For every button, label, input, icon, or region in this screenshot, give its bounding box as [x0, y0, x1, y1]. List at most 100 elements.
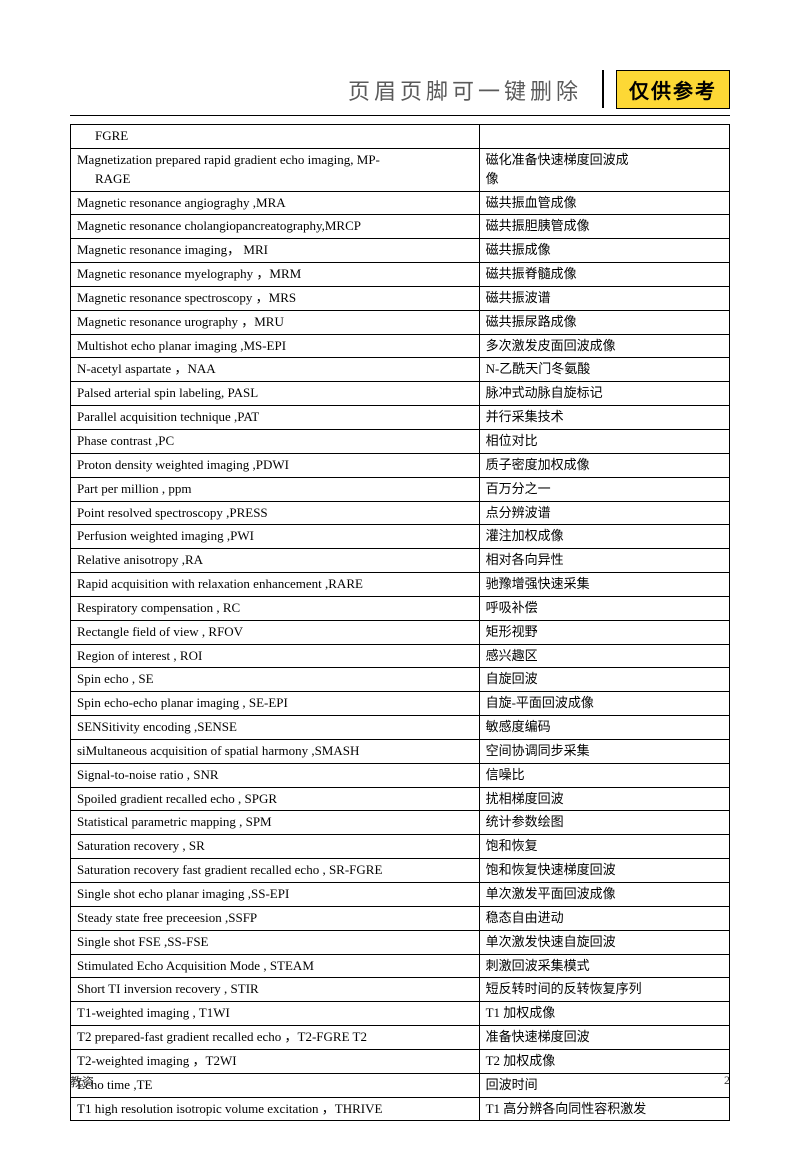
term-chinese: 刺激回波采集模式: [479, 954, 729, 978]
term-chinese: 稳态自由进动: [479, 906, 729, 930]
table-row: Steady state free preceesion ,SSFP稳态自由进动: [71, 906, 730, 930]
table-row: Magnetization prepared rapid gradient ec…: [71, 148, 730, 191]
term-english: Steady state free preceesion ,SSFP: [71, 906, 480, 930]
term-english: Perfusion weighted imaging ,PWI: [71, 525, 480, 549]
term-chinese: 自旋回波: [479, 668, 729, 692]
term-english: Rapid acquisition with relaxation enhanc…: [71, 573, 480, 597]
table-row: Point resolved spectroscopy ,PRESS点分辨波谱: [71, 501, 730, 525]
term-chinese: 相位对比: [479, 429, 729, 453]
term-english: Statistical parametric mapping , SPM: [71, 811, 480, 835]
term-chinese: 磁共振波谱: [479, 286, 729, 310]
term-chinese: 单次激发平面回波成像: [479, 883, 729, 907]
term-chinese: 矩形视野: [479, 620, 729, 644]
term-chinese: T1 加权成像: [479, 1002, 729, 1026]
term-chinese: 饱和恢复快速梯度回波: [479, 859, 729, 883]
term-chinese: T1 高分辨各向同性容积激发: [479, 1097, 729, 1121]
table-row: Single shot echo planar imaging ,SS-EPI单…: [71, 883, 730, 907]
term-english: N-acetyl aspartate ，NAA: [71, 358, 480, 382]
term-chinese: 脉冲式动脉自旋标记: [479, 382, 729, 406]
term-chinese: 统计参数绘图: [479, 811, 729, 835]
term-english: T2 prepared-fast gradient recalled echo …: [71, 1026, 480, 1050]
table-row: Relative anisotropy ,RA相对各向异性: [71, 549, 730, 573]
term-chinese: 准备快速梯度回波: [479, 1026, 729, 1050]
term-english: T1 high resolution isotropic volume exci…: [71, 1097, 480, 1121]
term-chinese: 百万分之一: [479, 477, 729, 501]
table-row: T1-weighted imaging , T1WIT1 加权成像: [71, 1002, 730, 1026]
footer-left: 教资: [70, 1073, 94, 1090]
term-english: Saturation recovery fast gradient recall…: [71, 859, 480, 883]
table-row: Part per million , ppm百万分之一: [71, 477, 730, 501]
term-chinese: 灌注加权成像: [479, 525, 729, 549]
term-english: Palsed arterial spin labeling, PASL: [71, 382, 480, 406]
table-row: Magnetic resonance angiograghy ,MRA磁共振血管…: [71, 191, 730, 215]
term-chinese: 点分辨波谱: [479, 501, 729, 525]
term-chinese: [479, 125, 729, 149]
term-chinese: 感兴趣区: [479, 644, 729, 668]
term-chinese: 磁共振成像: [479, 239, 729, 263]
term-chinese: 磁共振胆胰管成像: [479, 215, 729, 239]
table-row: Magnetic resonance imaging， MRI磁共振成像: [71, 239, 730, 263]
table-row: Multishot echo planar imaging ,MS-EPI多次激…: [71, 334, 730, 358]
term-english: Magnetic resonance imaging， MRI: [71, 239, 480, 263]
table-row: Perfusion weighted imaging ,PWI灌注加权成像: [71, 525, 730, 549]
table-row: Palsed arterial spin labeling, PASL脉冲式动脉…: [71, 382, 730, 406]
term-english: Part per million , ppm: [71, 477, 480, 501]
table-row: Signal-to-noise ratio , SNR信噪比: [71, 763, 730, 787]
term-chinese: 并行采集技术: [479, 406, 729, 430]
term-english: Magnetic resonance myelography ，MRM: [71, 263, 480, 287]
term-english: Stimulated Echo Acquisition Mode , STEAM: [71, 954, 480, 978]
term-chinese: 扰相梯度回波: [479, 787, 729, 811]
table-row: Spoiled gradient recalled echo , SPGR扰相梯…: [71, 787, 730, 811]
term-english: FGRE: [71, 125, 480, 149]
term-english: Short TI inversion recovery , STIR: [71, 978, 480, 1002]
header-rule: [70, 115, 730, 116]
term-chinese: 磁共振血管成像: [479, 191, 729, 215]
page-footer: 教资 2: [70, 1073, 730, 1090]
term-english: Rectangle field of view , RFOV: [71, 620, 480, 644]
term-chinese: 驰豫增强快速采集: [479, 573, 729, 597]
term-chinese: 信噪比: [479, 763, 729, 787]
terms-table: FGREMagnetization prepared rapid gradien…: [70, 124, 730, 1121]
term-english: SENSitivity encoding ,SENSE: [71, 716, 480, 740]
table-row: Spin echo , SE自旋回波: [71, 668, 730, 692]
term-english: Multishot echo planar imaging ,MS-EPI: [71, 334, 480, 358]
table-row: siMultaneous acquisition of spatial harm…: [71, 739, 730, 763]
page-container: 页眉页脚可一键删除 仅供参考 FGREMagnetization prepare…: [0, 0, 800, 1161]
term-english: Point resolved spectroscopy ,PRESS: [71, 501, 480, 525]
term-english: Magnetic resonance angiograghy ,MRA: [71, 191, 480, 215]
term-english: Spin echo-echo planar imaging , SE-EPI: [71, 692, 480, 716]
term-english: Respiratory compensation , RC: [71, 596, 480, 620]
term-chinese: 磁共振脊髓成像: [479, 263, 729, 287]
term-chinese: T2 加权成像: [479, 1049, 729, 1073]
table-row: Rapid acquisition with relaxation enhanc…: [71, 573, 730, 597]
table-row: Proton density weighted imaging ,PDWI质子密…: [71, 453, 730, 477]
term-chinese: 敏感度编码: [479, 716, 729, 740]
term-chinese: 相对各向异性: [479, 549, 729, 573]
term-english: Magnetic resonance spectroscopy ，MRS: [71, 286, 480, 310]
table-row: Respiratory compensation , RC呼吸补偿: [71, 596, 730, 620]
term-chinese: 质子密度加权成像: [479, 453, 729, 477]
term-english: Spin echo , SE: [71, 668, 480, 692]
table-row: Short TI inversion recovery , STIR短反转时间的…: [71, 978, 730, 1002]
term-english: Spoiled gradient recalled echo , SPGR: [71, 787, 480, 811]
term-chinese: 空间协调同步采集: [479, 739, 729, 763]
table-row: Saturation recovery fast gradient recall…: [71, 859, 730, 883]
term-english: Proton density weighted imaging ,PDWI: [71, 453, 480, 477]
term-english: Single shot FSE ,SS-FSE: [71, 930, 480, 954]
term-english: Single shot echo planar imaging ,SS-EPI: [71, 883, 480, 907]
table-row: T2 prepared-fast gradient recalled echo …: [71, 1026, 730, 1050]
header-title: 页眉页脚可一键删除: [70, 70, 602, 109]
term-chinese: 多次激发皮面回波成像: [479, 334, 729, 358]
term-english: Magnetic resonance cholangiopancreatogra…: [71, 215, 480, 239]
table-row: SENSitivity encoding ,SENSE敏感度编码: [71, 716, 730, 740]
term-english: siMultaneous acquisition of spatial harm…: [71, 739, 480, 763]
table-row: Rectangle field of view , RFOV矩形视野: [71, 620, 730, 644]
table-row: FGRE: [71, 125, 730, 149]
table-row: Magnetic resonance myelography ，MRM磁共振脊髓…: [71, 263, 730, 287]
table-row: Saturation recovery , SR饱和恢复: [71, 835, 730, 859]
page-header: 页眉页脚可一键删除 仅供参考: [70, 70, 730, 109]
header-divider: [602, 70, 604, 108]
table-row: Region of interest , ROI感兴趣区: [71, 644, 730, 668]
table-row: T1 high resolution isotropic volume exci…: [71, 1097, 730, 1121]
term-english: Magnetization prepared rapid gradient ec…: [71, 148, 480, 191]
